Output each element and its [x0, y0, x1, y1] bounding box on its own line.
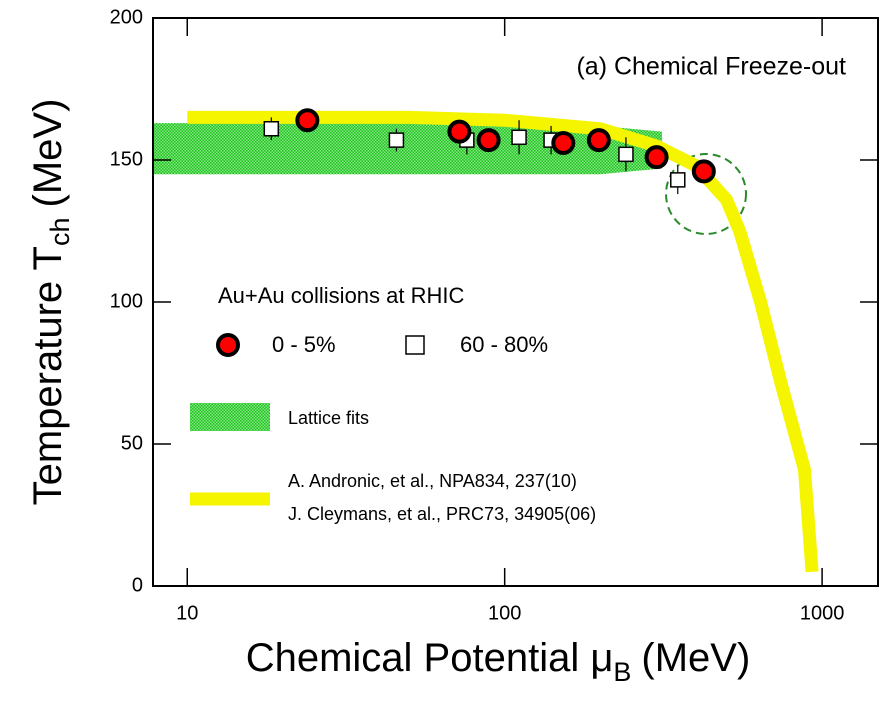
point — [691, 159, 716, 184]
point — [388, 132, 405, 148]
x-label-sub: B — [613, 657, 631, 687]
y-tick-label: 100 — [110, 290, 143, 312]
chart-title: (a) Chemical Freeze-out — [576, 53, 846, 81]
point — [644, 145, 669, 170]
point — [670, 172, 686, 188]
legend-entry: 60 - 80% — [405, 332, 548, 357]
point — [263, 121, 280, 137]
x-tick-label: 1000 — [800, 602, 845, 624]
legend-swatch — [405, 335, 425, 355]
legend-entry: 0 - 5% — [216, 332, 336, 357]
point — [476, 128, 501, 153]
x-label-main: Chemical Potential μ — [246, 636, 614, 680]
point — [447, 119, 472, 144]
legend-label: Lattice fits — [288, 408, 369, 428]
y-label-main: Temperature T — [26, 246, 70, 505]
legend-swatch — [216, 333, 240, 357]
highlight-circle — [665, 153, 747, 235]
legend-label: 0 - 5% — [272, 332, 336, 357]
y-axis-label: Temperature Tch (MeV) — [26, 99, 76, 506]
y-label-unit: (MeV) — [26, 99, 70, 208]
legend-swatch — [190, 403, 270, 431]
legend-label: 60 - 80% — [460, 332, 548, 357]
point — [511, 129, 527, 146]
lattice-band — [153, 123, 662, 175]
y-tick-label: 150 — [110, 148, 143, 170]
legend-label: A. Andronic, et al., NPA834, 237(10) — [288, 471, 577, 491]
point — [618, 146, 634, 163]
point — [586, 128, 611, 153]
y-tick-label: 50 — [121, 432, 143, 454]
point — [295, 108, 320, 133]
model-curve — [187, 110, 819, 573]
y-tick-label: 0 — [132, 574, 143, 596]
x-tick-label: 100 — [488, 602, 521, 624]
y-tick-label: 200 — [110, 6, 143, 28]
legend-title: Au+Au collisions at RHIC — [218, 283, 464, 308]
legend-label: J. Cleymans, et al., PRC73, 34905(06) — [288, 504, 596, 524]
point — [551, 130, 576, 155]
y-label-sub: ch — [45, 217, 75, 246]
x-tick-label: 10 — [176, 602, 198, 624]
x-axis-label: Chemical Potential μB (MeV) — [246, 636, 751, 688]
x-label-unit: (MeV) — [641, 636, 750, 680]
